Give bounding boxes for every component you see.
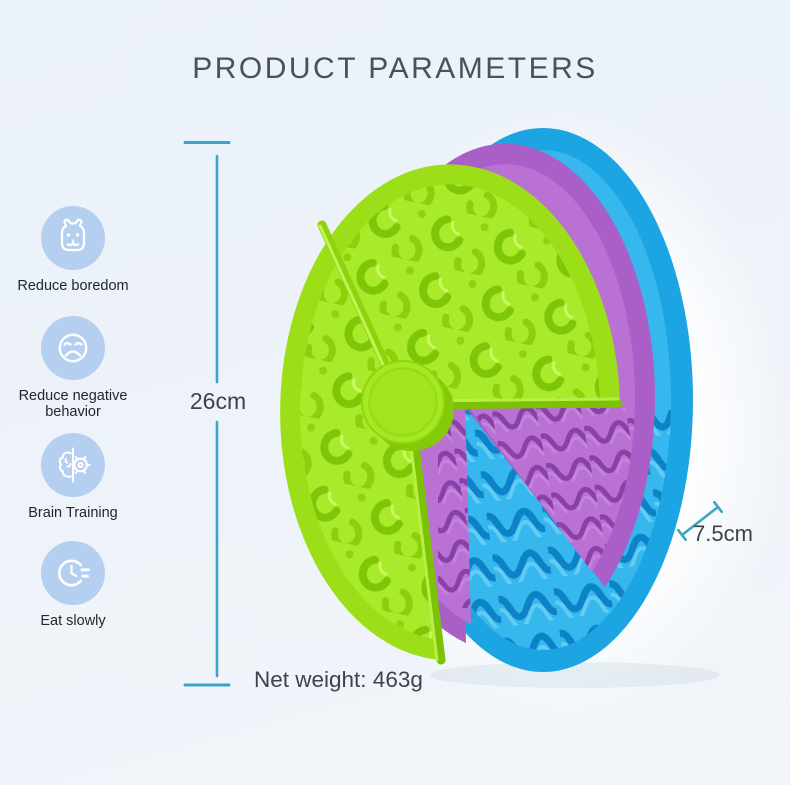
feature-item-brain-training: Brain Training — [8, 433, 138, 521]
feature-item-reduce-boredom: Reduce boredom — [8, 206, 138, 294]
brain-training-icon — [41, 433, 105, 497]
feature-label: Brain Training — [28, 505, 118, 521]
page-title: PRODUCT PARAMETERS — [192, 52, 598, 85]
product-center-hub — [361, 360, 454, 451]
dog-face-icon — [41, 206, 105, 270]
feature-label: Reduce boredom — [17, 278, 129, 294]
product-image — [280, 128, 720, 688]
green-divider-seam — [317, 220, 402, 395]
height-dimension-line — [183, 141, 231, 687]
clock-speed-icon — [41, 541, 105, 605]
product-shadow — [430, 662, 720, 688]
feature-item-reduce-negative-behavior: Reduce negative behavior — [8, 316, 138, 420]
feature-label: Reduce negative behavior — [18, 388, 128, 421]
height-dimension-label: 26cm — [190, 388, 246, 414]
feature-item-eat-slowly: Eat slowly — [8, 541, 138, 629]
net-weight-label: Net weight: 463g — [254, 667, 423, 692]
feature-label: Eat slowly — [40, 613, 106, 629]
sad-face-icon — [41, 316, 105, 380]
